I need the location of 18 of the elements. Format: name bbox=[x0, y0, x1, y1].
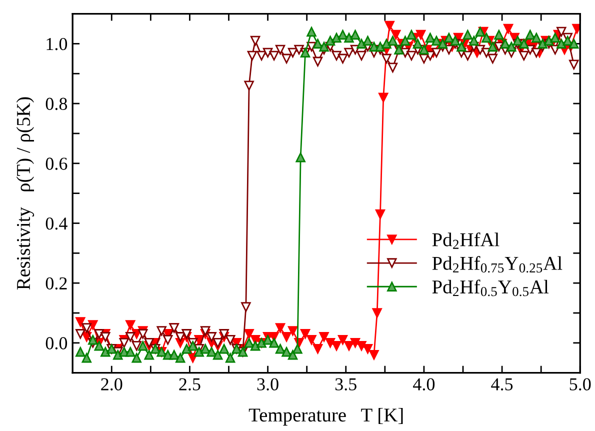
x-axis-title: Temperature T [K] bbox=[248, 408, 403, 426]
y-tick-label: 0.4 bbox=[46, 217, 68, 230]
y-tick-label: 0.8 bbox=[46, 98, 68, 110]
legend-label: Pd$_{2}$Hf$_{0.5}$Y$_{0.5}$Al bbox=[432, 280, 549, 296]
x-tick-label: 3.0 bbox=[257, 378, 278, 390]
x-tick-label: 2.5 bbox=[179, 378, 200, 390]
x-tick-label: 4.5 bbox=[491, 378, 513, 390]
y-tick-label: 0.0 bbox=[46, 337, 68, 350]
y-tick-label: 1.0 bbox=[46, 38, 68, 50]
y-tick-label: 0.6 bbox=[46, 158, 68, 170]
y-tick-label: 0.2 bbox=[46, 277, 67, 290]
x-tick-label: 5.0 bbox=[570, 378, 591, 390]
x-tick-label: 2.0 bbox=[101, 378, 122, 390]
x-tick-label: 4.0 bbox=[413, 378, 435, 390]
y-axis-title: Resistivity ρ(T) / ρ(5K) bbox=[16, 97, 34, 290]
legend-label: Pd$_{2}$Hf$_{0.75}$Y$_{0.25}$Al bbox=[432, 256, 562, 273]
x-tick-label: 3.5 bbox=[335, 378, 356, 390]
legend-label: Pd$_{2}$HfAl bbox=[432, 232, 500, 249]
